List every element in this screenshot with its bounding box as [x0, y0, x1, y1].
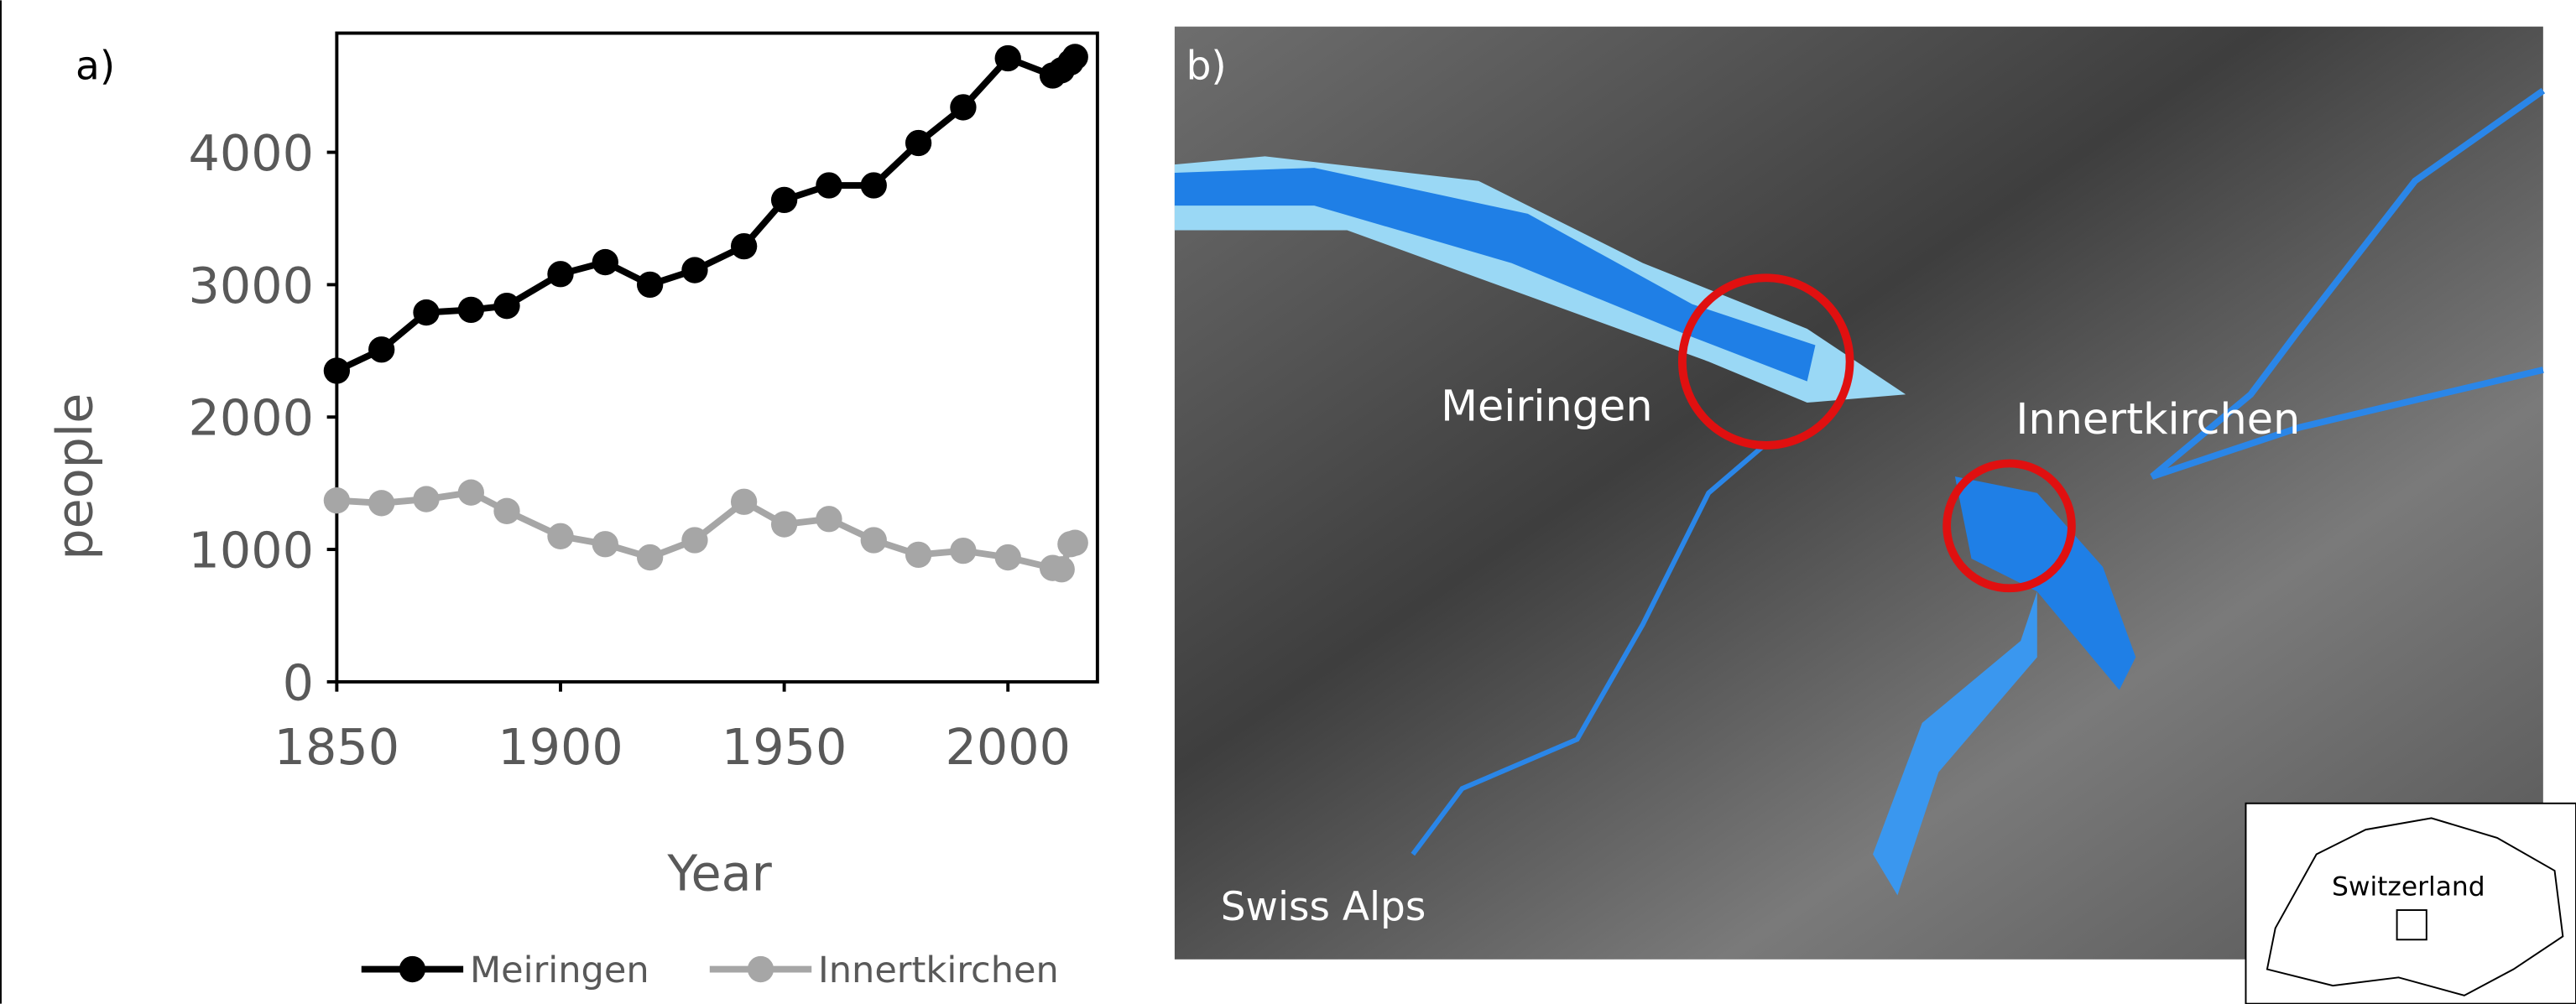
- data-point: [547, 261, 573, 287]
- data-point: [368, 336, 394, 362]
- x-axis-label: Year: [666, 845, 772, 903]
- data-point: [950, 94, 976, 120]
- data-point: [493, 293, 519, 319]
- data-point: [458, 480, 484, 506]
- data-point: [1062, 44, 1088, 70]
- data-point: [905, 130, 931, 156]
- data-point: [995, 544, 1021, 570]
- x-tick-label: 1850: [274, 718, 399, 776]
- legend-marker: [748, 956, 774, 982]
- y-tick-label: 2000: [189, 389, 314, 447]
- data-point: [324, 357, 350, 383]
- data-point: [413, 299, 439, 325]
- plot: 0 1000 2000 3000 4000 1850 1900 1950 2000: [189, 34, 1098, 776]
- data-point: [771, 511, 797, 537]
- data-point: [861, 172, 887, 198]
- y-tick-label: 1000: [189, 522, 314, 580]
- map-label: Meiringen: [1441, 382, 1653, 432]
- data-point: [493, 498, 519, 524]
- data-point: [861, 527, 887, 553]
- data-point: [1062, 530, 1088, 556]
- data-point: [547, 523, 573, 549]
- data-point: [458, 297, 484, 323]
- data-point: [681, 257, 707, 283]
- map-label: Swiss Alps: [1221, 884, 1426, 930]
- x-tick-label: 1900: [498, 718, 623, 776]
- data-point: [681, 527, 707, 553]
- data-point: [637, 544, 663, 570]
- legend-label: Meiringen: [470, 949, 649, 991]
- legend: Meiringen Innertkirchen: [362, 949, 1059, 991]
- y-tick-label: 3000: [189, 257, 314, 315]
- data-point: [324, 487, 350, 513]
- data-point: [368, 490, 394, 516]
- data-point: [950, 538, 976, 564]
- plot-frame: [336, 34, 1098, 682]
- data-point: [731, 489, 757, 515]
- x-tick-label: 2000: [946, 718, 1071, 776]
- data-point: [413, 486, 439, 512]
- data-point: [592, 249, 618, 275]
- legend-marker: [399, 956, 425, 982]
- data-point: [816, 506, 842, 532]
- data-point: [995, 45, 1021, 71]
- panel-label: b): [1186, 43, 1227, 89]
- panel-label: a): [76, 43, 115, 89]
- map-panel: b) Meiringen Innertkirchen Swiss Alps Sw…: [1175, 27, 2576, 1004]
- data-point: [637, 272, 663, 298]
- x-tick-label: 1950: [722, 718, 847, 776]
- data-point: [905, 542, 931, 568]
- data-point: [816, 172, 842, 198]
- data-point: [1049, 556, 1075, 582]
- inset-map: [2245, 804, 2576, 1004]
- map-label: Innertkirchen: [2015, 395, 2300, 445]
- figure: a) Year people 0 1000 2000 3000 4000 1850 1900…: [0, 0, 2576, 1004]
- legend-label: Innertkirchen: [818, 949, 1059, 991]
- data-point: [592, 531, 618, 557]
- y-tick-label: 0: [283, 653, 314, 711]
- y-axis-label: people: [46, 393, 104, 560]
- y-tick-label: 4000: [189, 124, 314, 182]
- inset-label: Switzerland: [2332, 871, 2485, 902]
- data-point: [731, 233, 757, 259]
- data-point: [771, 187, 797, 213]
